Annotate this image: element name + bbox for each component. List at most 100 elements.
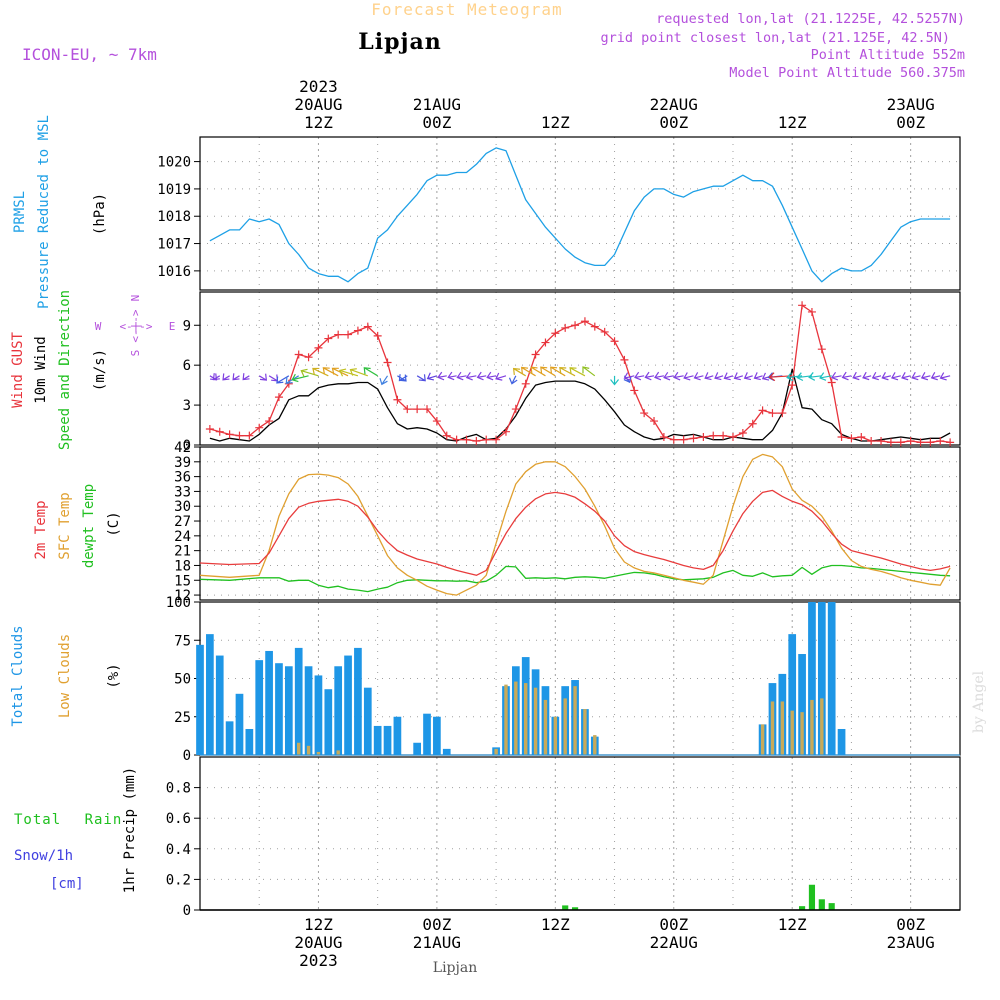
low-cloud-bar	[563, 698, 567, 755]
wind-panel: 0 3 6 9	[183, 291, 961, 454]
wind-direction-arrow	[939, 372, 951, 381]
temp-ytick-label: 24	[174, 529, 191, 545]
low-cloud-bar	[533, 687, 538, 755]
low-cloud-bar	[760, 724, 765, 755]
wind-gust-marker	[561, 323, 570, 332]
total-cloud-bar	[433, 716, 441, 755]
temp-dew-label: dewpt Temp	[81, 484, 97, 568]
surface-temp-line	[199, 453, 951, 596]
wind-gust-marker	[719, 431, 728, 440]
wind-gust-marker	[610, 337, 619, 346]
clouds-frame	[199, 601, 961, 756]
footer-location: Lipjan	[433, 960, 477, 976]
low-cloud-bar	[573, 686, 577, 755]
wind-gust-marker	[482, 435, 491, 444]
wind-gust-marker	[205, 425, 214, 434]
low-cloud-bar	[297, 742, 301, 755]
bottom-time-label: 00Z	[422, 915, 451, 934]
pressure-panel: 1016 1017 1018 1019 1020	[157, 136, 961, 291]
bottom-time-label: 12Z	[778, 915, 807, 934]
wind-gust-marker	[778, 409, 787, 418]
temp-ytick-label: 42	[174, 440, 191, 456]
rain-bar	[798, 906, 806, 910]
wind-direction-arrow	[683, 372, 694, 381]
wind-gust-marker	[225, 430, 234, 439]
temp-ytick-label: 12	[174, 588, 191, 604]
wind-gust-marker	[630, 386, 639, 395]
top-time-label: 00Z	[659, 113, 688, 132]
total-cloud-bar	[265, 650, 273, 755]
wind-gust-line	[209, 304, 951, 443]
wind-gust-marker	[768, 409, 777, 418]
wind-direction-arrow	[242, 373, 250, 381]
total-cloud-bar	[354, 647, 362, 755]
wind-direction-arrow	[723, 372, 734, 381]
temp-2m-line	[199, 489, 951, 576]
wind-gust-marker	[551, 329, 560, 338]
total-clouds-label: Total Clouds	[10, 625, 26, 726]
temp-labels: 2m Temp SFC Temp dewpt Temp (C)	[33, 484, 122, 568]
top-time-label: 12Z	[778, 113, 807, 132]
wind-gust-label: Wind GUST	[10, 332, 26, 408]
wind-direction-arrow	[911, 371, 921, 381]
wind-direction-arrow	[398, 374, 408, 382]
compass-s: S	[129, 350, 142, 357]
pressure-frame	[199, 136, 961, 291]
total-cloud-bar	[788, 634, 797, 755]
pressure-ytick-label: 1016	[157, 264, 191, 280]
wind-gust-marker	[294, 350, 303, 359]
wind-gust-marker	[807, 307, 816, 316]
clouds-unit: (%)	[106, 663, 122, 688]
wind-gust-marker	[798, 301, 807, 310]
wind-direction-arrow	[338, 368, 359, 377]
wind-gust-marker	[304, 353, 313, 362]
wind-direction-arrow	[212, 373, 221, 381]
wind-gust-marker	[936, 437, 945, 446]
top-time-label: 21AUG	[413, 95, 461, 114]
snow-label: Snow/1h	[14, 848, 73, 864]
wind-direction-arrow	[268, 374, 279, 382]
low-cloud-bar	[583, 709, 587, 755]
bottom-time-label: 00Z	[659, 915, 688, 934]
low-cloud-bar	[790, 710, 794, 755]
wind-gust-marker	[620, 355, 629, 364]
wind-gust-marker	[640, 409, 649, 418]
wind-direction-arrow	[363, 367, 378, 377]
total-cloud-bar	[383, 725, 392, 755]
wind-ytick-label: 3	[183, 398, 191, 414]
wind-gust-marker	[255, 423, 264, 432]
temp-2m-label: 2m Temp	[33, 500, 49, 559]
total-cloud-bar	[373, 725, 382, 755]
wind-gust-marker	[521, 379, 530, 388]
wind-gust-marker	[857, 433, 866, 442]
bottom-time-label: 00Z	[896, 915, 925, 934]
wind-gust-marker	[245, 431, 254, 440]
wind-direction-arrow	[714, 372, 724, 381]
clouds-ytick-label: 100	[166, 595, 191, 611]
wind-gust-marker	[689, 434, 698, 443]
low-cloud-bar	[810, 699, 814, 755]
wind-gust-marker	[472, 437, 481, 446]
wind-gust-marker	[600, 327, 609, 336]
wind-direction-arrow	[693, 372, 704, 381]
wind-gust-marker	[492, 435, 501, 444]
cloud-labels: Total Clouds Low Clouds (%)	[10, 625, 122, 726]
wind-direction-arrow	[322, 367, 339, 377]
snow-cm-label: [cm]	[50, 876, 84, 892]
wind-direction-arrow	[930, 372, 941, 381]
compass-arrows-we: <-|->	[119, 320, 152, 333]
temp-ytick-label: 18	[174, 558, 191, 574]
total-cloud-bar	[235, 693, 244, 755]
wind-gust-marker	[393, 395, 402, 404]
wind-gust-marker	[373, 331, 382, 340]
precip-panel: 0 0.2 0.4 0.6 0.8	[166, 756, 961, 919]
low-cloud-bar	[770, 701, 775, 755]
wind-direction-arrow	[258, 373, 268, 381]
wind-direction-arrow	[891, 372, 901, 381]
temp-unit: (C)	[106, 511, 122, 536]
wind-direction-arrow	[476, 371, 487, 381]
top-time-label: 23AUG	[887, 95, 935, 114]
wind-direction-arrow	[222, 373, 230, 381]
